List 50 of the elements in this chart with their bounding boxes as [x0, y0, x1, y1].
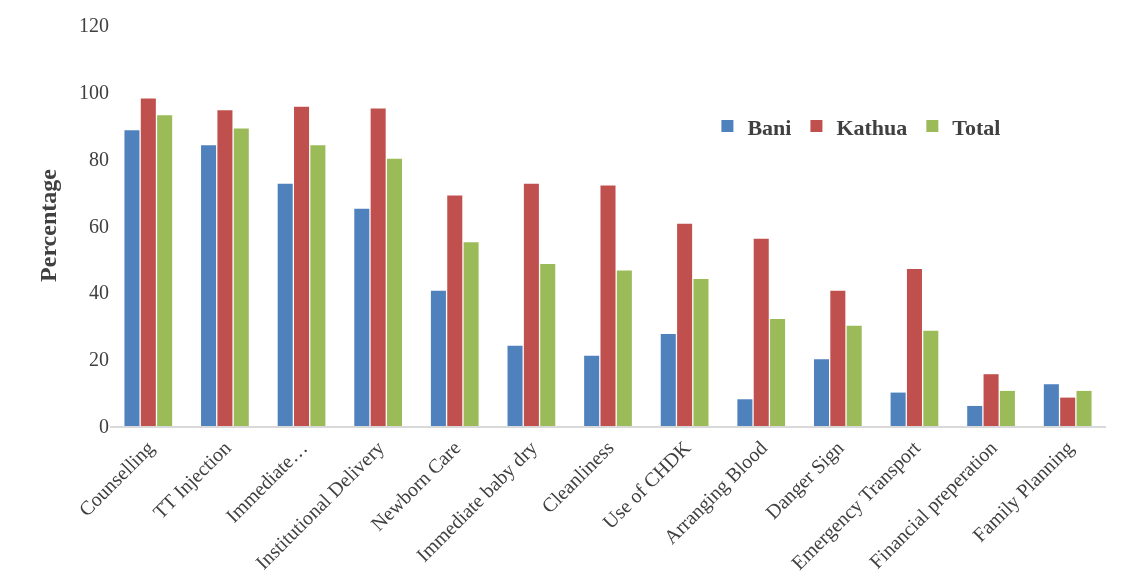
y-tick-label: 80: [89, 147, 109, 170]
bar: [999, 390, 1015, 426]
bar: [386, 158, 403, 426]
bar: [201, 145, 217, 426]
y-tick-label: 120: [79, 14, 109, 36]
bar: [616, 270, 632, 426]
bar: [677, 223, 693, 426]
legend-label: Total: [952, 114, 1001, 140]
bar: [217, 110, 233, 426]
bar: [310, 145, 326, 426]
bar: [463, 242, 479, 426]
y-tick-label: 0: [99, 415, 109, 437]
legend-label: Kathua: [836, 114, 908, 140]
bar: [1060, 397, 1076, 426]
bar: [830, 290, 846, 426]
bar: [1076, 390, 1092, 426]
bar: [124, 130, 140, 426]
bar: [600, 185, 616, 426]
legend-label: Bani: [747, 114, 792, 140]
bar: [890, 392, 906, 426]
bar: [277, 183, 293, 426]
bar: [923, 330, 939, 426]
bar: [770, 319, 786, 426]
bar: [906, 268, 922, 426]
bar: [540, 263, 556, 426]
y-tick-label: 40: [89, 281, 109, 304]
bar: [354, 208, 370, 426]
bar: [693, 278, 709, 426]
y-axis-title: Percentage: [35, 168, 62, 282]
bar: [430, 290, 446, 426]
bar: [294, 106, 310, 426]
bar: [813, 359, 830, 426]
bar: [140, 98, 156, 426]
bar: [370, 108, 386, 426]
bar: [1043, 384, 1059, 426]
bar: [584, 355, 600, 426]
y-tick-label: 20: [89, 348, 109, 371]
y-tick-label: 60: [89, 214, 109, 237]
bar: [447, 195, 463, 426]
bar: [737, 399, 753, 426]
bar: [846, 325, 862, 426]
bar: [157, 115, 173, 426]
bar: [233, 128, 249, 426]
y-tick-label: 100: [79, 80, 109, 103]
bar: [983, 374, 999, 426]
bar: [753, 238, 769, 426]
bar: [507, 345, 523, 426]
bar: [967, 405, 983, 426]
bar: [523, 183, 539, 426]
bar: [660, 334, 676, 426]
